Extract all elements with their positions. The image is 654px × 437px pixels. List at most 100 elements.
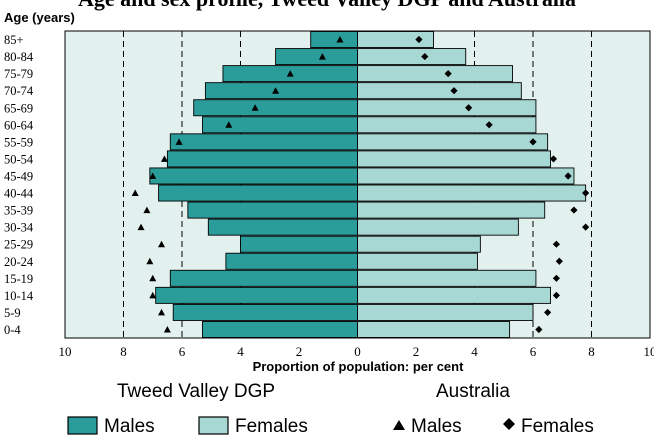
age-label: 5-9 xyxy=(4,306,21,320)
legend-swatch-males xyxy=(67,416,98,435)
female-bar-35-39 xyxy=(357,201,546,219)
x-tick-labels: 10 8 6 4 2 0 2 4 6 8 10 xyxy=(59,344,654,359)
male-bar-70-74 xyxy=(204,82,358,100)
aus-female-marker-40-44 xyxy=(582,189,590,197)
aus-male-marker-10-14 xyxy=(149,291,157,299)
aus-male-marker-0-4 xyxy=(163,325,171,333)
male-bar-55-59 xyxy=(169,133,358,151)
aus-female-marker-70-74 xyxy=(450,87,458,95)
aus-male-marker-60-64 xyxy=(225,121,233,128)
male-bar-10-14 xyxy=(155,286,358,304)
male-bar-85+ xyxy=(310,31,358,49)
age-label: 55-59 xyxy=(4,135,33,149)
age-label: 20-24 xyxy=(4,255,34,269)
bars-group xyxy=(149,31,587,338)
female-bar-65-69 xyxy=(357,99,537,117)
age-label: 25-29 xyxy=(4,238,33,252)
age-label: 75-79 xyxy=(4,67,33,81)
x-tick-label: 10 xyxy=(644,344,654,359)
age-label: 50-54 xyxy=(4,152,34,166)
aus-female-marker-45-49 xyxy=(564,172,572,180)
male-bar-0-4 xyxy=(202,320,358,338)
male-bar-80-84 xyxy=(275,48,358,66)
markers-group xyxy=(131,35,590,334)
legend-group-tweed: Tweed Valley DGP xyxy=(117,381,275,402)
female-bar-10-14 xyxy=(357,286,552,304)
x-tick-label: 6 xyxy=(179,344,186,359)
age-label: 80-84 xyxy=(4,50,34,64)
male-bar-65-69 xyxy=(193,99,358,117)
plot-background xyxy=(65,31,650,338)
aus-male-marker-25-29 xyxy=(158,240,166,248)
female-bar-70-74 xyxy=(357,82,522,100)
legend: Tweed Valley DGP Australia Males Females… xyxy=(67,381,594,437)
aus-female-marker-5-9 xyxy=(544,308,552,317)
female-bar-45-49 xyxy=(357,167,575,185)
aus-male-marker-85+ xyxy=(336,36,344,43)
age-label: 45-49 xyxy=(4,169,33,183)
aus-male-marker-65-69 xyxy=(251,104,259,111)
male-bar-40-44 xyxy=(158,184,358,202)
aus-male-marker-15-19 xyxy=(149,274,157,282)
x-tick-label: 10 xyxy=(59,344,72,359)
triangle-icon xyxy=(393,420,405,430)
age-label: 30-34 xyxy=(4,221,34,235)
aus-female-marker-20-24 xyxy=(555,257,563,265)
legend-label-aus-females: Females xyxy=(521,416,594,437)
female-bar-60-64 xyxy=(357,116,537,134)
aus-female-marker-0-4 xyxy=(535,325,543,334)
diamond-icon xyxy=(503,418,515,430)
aus-female-marker-85+ xyxy=(415,35,423,44)
aus-male-marker-80-84 xyxy=(318,53,326,60)
age-group-labels: 85+ 80-84 75-79 70-74 65-69 60-64 55-59 50-54 45… xyxy=(4,33,34,337)
aus-female-marker-50-54 xyxy=(549,155,558,163)
aus-male-marker-75-79 xyxy=(286,70,294,77)
female-bar-20-24 xyxy=(357,252,478,270)
age-label: 65-69 xyxy=(4,101,33,115)
aus-male-marker-40-44 xyxy=(131,189,139,197)
plot-frame xyxy=(64,30,651,339)
female-bar-55-59 xyxy=(357,133,549,151)
aus-male-marker-50-54 xyxy=(160,155,168,162)
female-bar-15-19 xyxy=(357,269,537,287)
x-axis-title: Proportion of population: per cent xyxy=(253,359,465,374)
age-label: 10-14 xyxy=(4,289,34,303)
age-label: 15-19 xyxy=(4,272,33,286)
aus-male-marker-35-39 xyxy=(143,206,151,214)
aus-female-marker-35-39 xyxy=(570,206,578,214)
male-bar-15-19 xyxy=(169,269,358,287)
aus-female-marker-75-79 xyxy=(444,70,452,78)
aus-female-marker-30-34 xyxy=(582,223,590,231)
x-tick-label: 4 xyxy=(471,344,478,359)
female-bar-0-4 xyxy=(357,320,511,338)
x-tick-label: 0 xyxy=(354,344,361,359)
x-tick-label: 8 xyxy=(588,344,595,359)
male-bar-35-39 xyxy=(187,201,358,219)
male-bar-25-29 xyxy=(240,235,358,253)
male-bar-30-34 xyxy=(207,218,358,236)
aus-female-marker-65-69 xyxy=(465,104,473,112)
legend-label-females: Females xyxy=(235,416,308,437)
aus-male-marker-5-9 xyxy=(158,308,166,316)
male-bar-20-24 xyxy=(225,252,358,270)
male-bar-50-54 xyxy=(166,150,358,168)
aus-female-marker-25-29 xyxy=(552,240,560,248)
female-bar-75-79 xyxy=(357,65,513,83)
x-tick-label: 6 xyxy=(530,344,537,359)
male-bar-45-49 xyxy=(149,167,358,185)
male-bar-5-9 xyxy=(172,303,358,321)
female-bar-25-29 xyxy=(357,235,481,253)
aus-female-marker-80-84 xyxy=(421,52,429,61)
aus-female-marker-10-14 xyxy=(552,291,560,299)
age-label: 40-44 xyxy=(4,187,34,201)
aus-male-marker-20-24 xyxy=(146,257,154,265)
chart-title: Age and sex profile, Tweed Valley DGP an… xyxy=(78,0,576,11)
male-bar-60-64 xyxy=(202,116,358,134)
aus-female-marker-55-59 xyxy=(529,138,537,146)
x-tick-label: 4 xyxy=(237,344,244,359)
female-bar-5-9 xyxy=(357,303,534,321)
female-bar-40-44 xyxy=(357,184,587,202)
y-axis-title: Age (years) xyxy=(4,10,75,25)
legend-swatch-females xyxy=(198,416,229,435)
gridlines xyxy=(123,31,592,338)
